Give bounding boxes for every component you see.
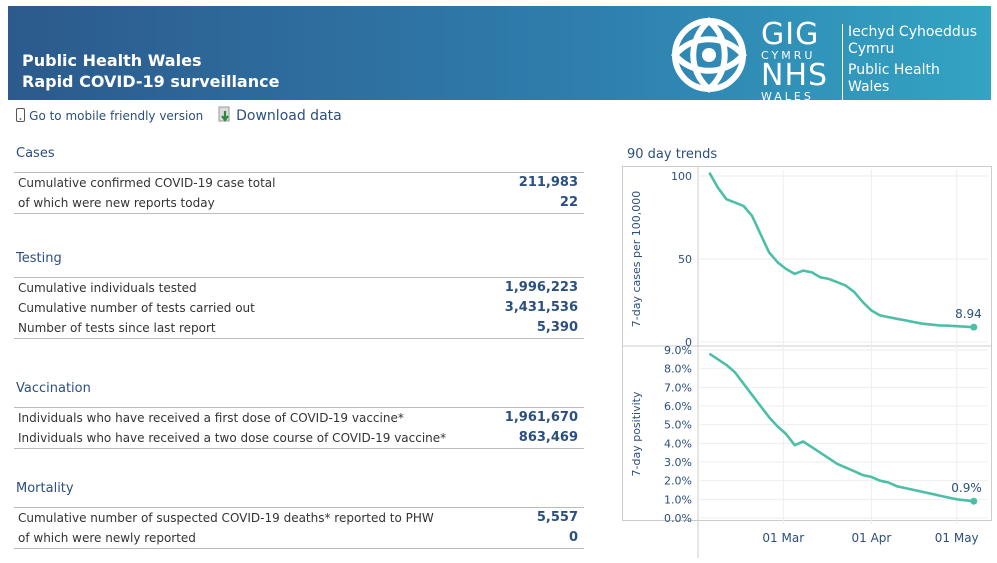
x-tick-label: 01 May (935, 531, 979, 545)
vaccination-section-title: Vaccination (16, 381, 91, 396)
logo-nhs-text: NHS (761, 58, 829, 93)
row-value: 3,431,536 (504, 300, 578, 315)
end-value-label: 8.94 (955, 307, 982, 321)
y-tick-label: 9.0% (664, 344, 692, 357)
y-tick-label: 2.0% (664, 475, 692, 488)
y-tick-label: 5.0% (664, 419, 692, 432)
table-row: Individuals who have received a first do… (14, 408, 584, 428)
y-tick-label: 7.0% (664, 381, 692, 394)
mobile-phone-icon (16, 108, 25, 122)
row-label: of which were new reports today (18, 196, 215, 210)
series-line (708, 352, 974, 503)
y-axis-label: 7-day cases per 100,000 (630, 191, 643, 327)
row-label: Number of tests since last report (18, 321, 216, 335)
row-label: Cumulative number of suspected COVID-19 … (18, 511, 434, 525)
table-row: Individuals who have received a two dose… (14, 428, 584, 448)
header-banner: Public Health Wales Rapid COVID-19 surve… (8, 6, 991, 103)
y-tick-label: 6.0% (664, 400, 692, 413)
trends-chart: 0 50 100 7-day cases per 100,000 8.94 0.0% 1.0… (622, 166, 992, 558)
row-value: 1,961,670 (504, 410, 578, 425)
y-tick-label: 4.0% (664, 437, 692, 450)
table-row: Cumulative individuals tested 1,996,223 (14, 278, 584, 298)
table-row: Cumulative number of suspected COVID-19 … (14, 508, 584, 528)
testing-table: Cumulative individuals tested 1,996,223 … (14, 277, 584, 339)
cases-section-title: Cases (16, 146, 55, 161)
org-english-line-2: Wales (848, 79, 890, 95)
download-data-label: Download data (236, 108, 342, 124)
nhs-wales-logo: GIG CYMRU NHS WALES (761, 17, 829, 103)
row-value: 5,557 (536, 510, 578, 525)
trends-title: 90 day trends (627, 147, 718, 162)
mortality-section-title: Mortality (16, 481, 74, 496)
y-axis-label: 7-day positivity (630, 391, 643, 476)
row-value: 22 (559, 195, 578, 210)
row-value: 1,996,223 (504, 280, 578, 295)
row-value: 211,983 (518, 175, 578, 190)
download-data-link[interactable]: Download data (218, 106, 342, 124)
y-tick-label: 100 (671, 170, 692, 183)
end-point (970, 323, 978, 331)
x-tick-label: 01 Apr (852, 531, 892, 545)
table-row: Cumulative number of tests carried out 3… (14, 298, 584, 318)
testing-section-title: Testing (16, 251, 62, 266)
org-english-line-1: Public Health (848, 62, 940, 78)
row-value: 863,469 (518, 430, 578, 445)
title-line-1: Public Health Wales (22, 51, 202, 70)
row-label: Cumulative individuals tested (18, 281, 197, 295)
end-value-label: 0.9% (951, 481, 982, 495)
row-value: 5,390 (536, 320, 578, 335)
y-tick-label: 0 (685, 336, 692, 349)
download-icon (218, 106, 230, 122)
row-label: Individuals who have received a two dose… (18, 431, 447, 445)
row-label: Individuals who have received a first do… (18, 411, 404, 425)
org-welsh-line-1: Iechyd Cyhoeddus (848, 24, 977, 40)
y-tick-label: 8.0% (664, 363, 692, 376)
chart-frame (622, 166, 992, 521)
page-title: Public Health Wales Rapid COVID-19 surve… (22, 50, 279, 92)
series-line (708, 172, 974, 329)
title-line-2: Rapid COVID-19 surveillance (22, 72, 280, 91)
table-row: Number of tests since last report 5,390 (14, 318, 584, 338)
table-row: of which were new reports today 22 (14, 193, 584, 213)
logo-gig-text: GIG (761, 17, 820, 52)
y-tick-label: 0.0% (664, 512, 692, 525)
org-divider (842, 24, 843, 102)
celtic-knot-logo-icon (671, 17, 747, 93)
row-value: 0 (568, 530, 578, 545)
row-label: of which were newly reported (18, 531, 196, 545)
row-label: Cumulative confirmed COVID-19 case total (18, 176, 276, 190)
mobile-version-label: Go to mobile friendly version (29, 109, 204, 123)
row-label: Cumulative number of tests carried out (18, 301, 255, 315)
y-tick-label: 3.0% (664, 456, 692, 469)
table-row: of which were newly reported 0 (14, 528, 584, 548)
org-name: Iechyd Cyhoeddus Cymru Public Health Wal… (842, 24, 977, 102)
mobile-version-link[interactable]: Go to mobile friendly version (16, 108, 203, 124)
end-point (970, 497, 978, 505)
logo-cymru-text: CYMRU (761, 49, 816, 62)
vaccination-table: Individuals who have received a first do… (14, 407, 584, 449)
org-welsh-line-2: Cymru (848, 41, 895, 57)
table-row: Cumulative confirmed COVID-19 case total… (14, 173, 584, 193)
y-tick-label: 1.0% (664, 493, 692, 506)
x-tick-label: 01 Mar (762, 531, 804, 545)
y-tick-label: 50 (678, 253, 692, 266)
cases-table: Cumulative confirmed COVID-19 case total… (14, 172, 584, 214)
logo-wales-text: WALES (761, 90, 814, 103)
mortality-table: Cumulative number of suspected COVID-19 … (14, 507, 584, 549)
